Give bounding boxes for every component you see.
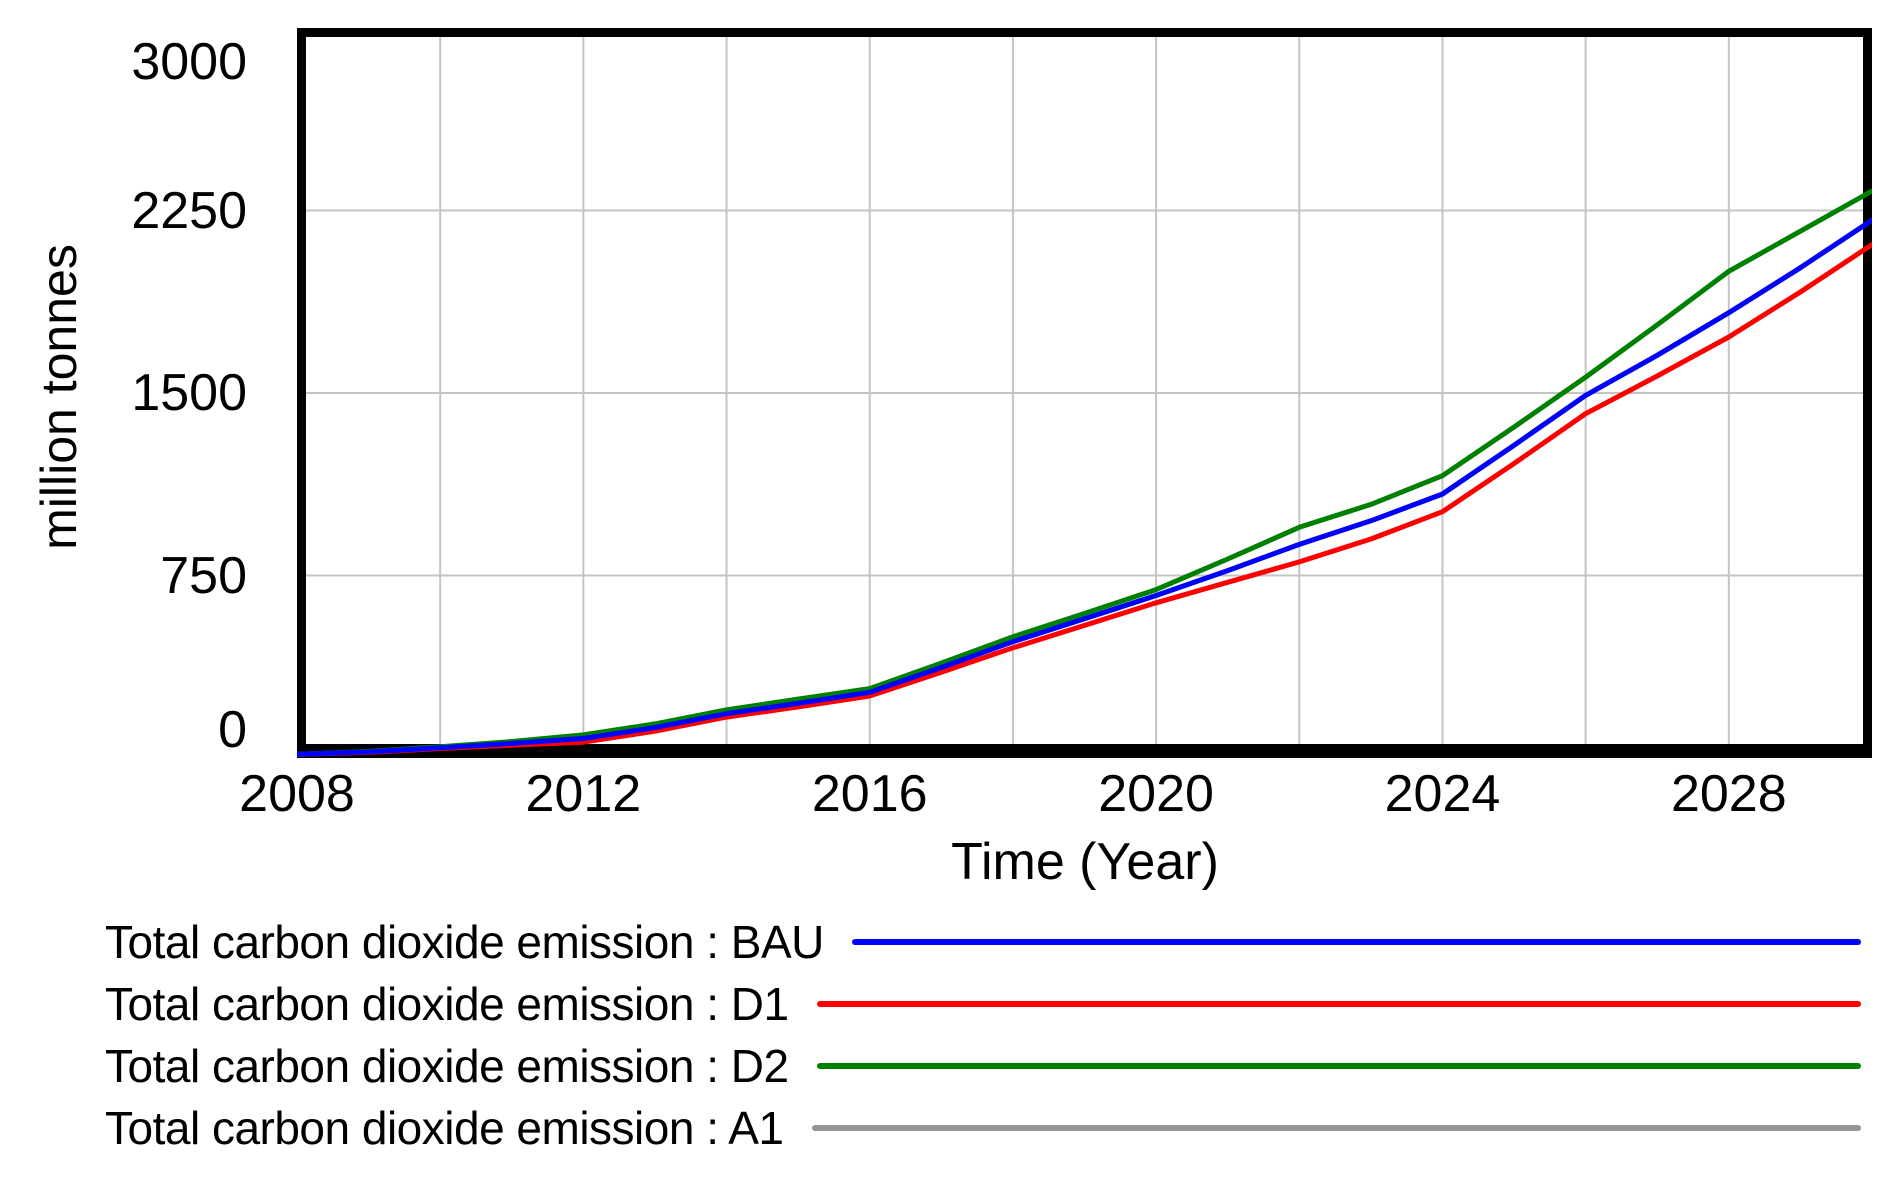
x-axis-title: Time (Year) (951, 833, 1219, 891)
legend-label-A1: Total carbon dioxide emission : A1 (105, 1102, 784, 1154)
y-tick-label-750: 750 (160, 546, 247, 605)
legend-item-A1: Total carbon dioxide emission : A1 (105, 1097, 1861, 1159)
plot-area (297, 28, 1872, 758)
legend-item-BAU: Total carbon dioxide emission : BAU (105, 911, 1861, 973)
legend-line-sample-D1 (816, 1001, 1861, 1007)
x-tick-label-2012: 2012 (525, 765, 642, 823)
x-tick-label-2028: 2028 (1670, 765, 1787, 823)
series-line-D2 (297, 188, 1872, 757)
x-tick-label-2024: 2024 (1384, 765, 1501, 823)
legend-line-sample-BAU (851, 939, 1861, 945)
legend-label-D1: Total carbon dioxide emission : D1 (105, 978, 789, 1030)
legend-label-BAU: Total carbon dioxide emission : BAU (105, 916, 824, 968)
legend-item-D1: Total carbon dioxide emission : D1 (105, 973, 1861, 1035)
y-tick-label-3000: 3000 (131, 33, 247, 91)
x-tick-label-2008: 2008 (239, 765, 355, 823)
y-tick-label-2250: 2250 (131, 181, 247, 240)
y-axis-title: million tonnes (31, 244, 87, 550)
y-tick-label-0: 0 (218, 701, 247, 759)
y-tick-label-1500: 1500 (131, 364, 247, 422)
legend-item-D2: Total carbon dioxide emission : D2 (105, 1035, 1861, 1097)
legend-label-D2: Total carbon dioxide emission : D2 (105, 1040, 789, 1092)
x-tick-label-2016: 2016 (811, 765, 928, 823)
series-line-A1 (297, 217, 1872, 757)
x-tick-label-2020: 2020 (1098, 765, 1214, 823)
legend-line-sample-D2 (816, 1063, 1861, 1069)
chart-legend: Total carbon dioxide emission : BAU Total… (105, 911, 1861, 1159)
legend-line-sample-A1 (811, 1125, 1861, 1131)
series-line-D1 (297, 242, 1872, 757)
series-line-BAU (297, 217, 1872, 757)
